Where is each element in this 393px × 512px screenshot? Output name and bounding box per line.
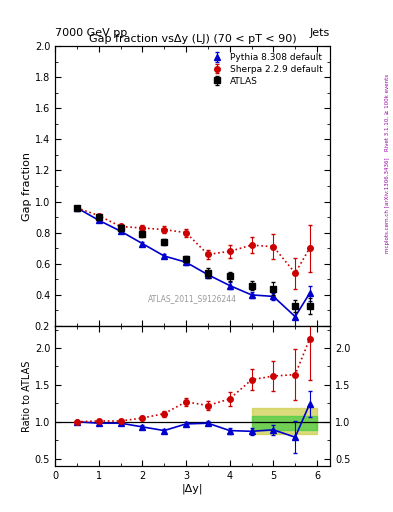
Y-axis label: Ratio to ATLAS: Ratio to ATLAS — [22, 360, 32, 432]
Y-axis label: Gap fraction: Gap fraction — [22, 152, 32, 221]
X-axis label: |Δy|: |Δy| — [182, 483, 203, 494]
Text: Rivet 3.1.10, ≥ 100k events: Rivet 3.1.10, ≥ 100k events — [385, 74, 389, 151]
Text: ATLAS_2011_S9126244: ATLAS_2011_S9126244 — [148, 294, 237, 304]
Text: Jets: Jets — [310, 28, 330, 38]
Title: Gap fraction vsΔy (LJ) (70 < pT < 90): Gap fraction vsΔy (LJ) (70 < pT < 90) — [89, 34, 296, 44]
Legend: Pythia 8.308 default, Sherpa 2.2.9 default, ATLAS: Pythia 8.308 default, Sherpa 2.2.9 defau… — [205, 51, 326, 89]
Text: mcplots.cern.ch [arXiv:1306.3436]: mcplots.cern.ch [arXiv:1306.3436] — [385, 157, 389, 252]
Text: 7000 GeV pp: 7000 GeV pp — [55, 28, 127, 38]
